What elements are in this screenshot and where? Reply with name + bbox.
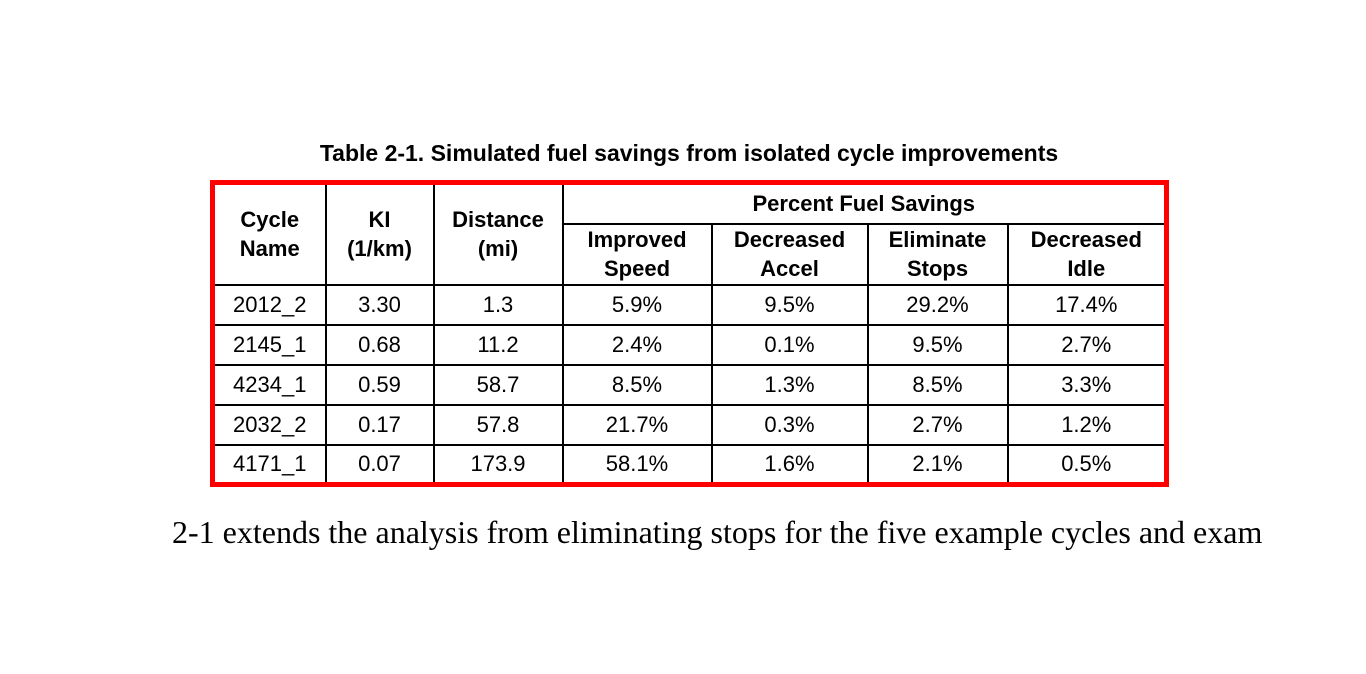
table-row: 2145_1 0.68 11.2 2.4% 0.1% 9.5% 2.7%	[211, 323, 1168, 366]
fuel-savings-table-container: Cycle Name KI (1/km) Distance (mi) Perce…	[210, 180, 1170, 487]
table-caption: Table 2-1. Simulated fuel savings from i…	[319, 140, 1059, 166]
cell-ki: 0.07	[324, 443, 435, 486]
col-header-improved-speed: Improved Speed	[561, 222, 713, 286]
cell-decreased-accel: 0.1%	[710, 323, 869, 366]
cell-cycle-name: 2145_1	[211, 323, 327, 366]
cell-improved-speed: 8.5%	[561, 363, 713, 406]
cell-ki: 0.59	[324, 363, 435, 406]
col-header-distance: Distance (mi)	[432, 181, 564, 286]
cell-distance: 57.8	[432, 403, 564, 446]
cell-improved-speed: 21.7%	[561, 403, 713, 446]
cell-distance: 11.2	[432, 323, 564, 366]
table-row: 2012_2 3.30 1.3 5.9% 9.5% 29.2% 17.4%	[211, 283, 1168, 326]
cell-distance: 58.7	[432, 363, 564, 406]
header-row-group: Cycle Name KI (1/km) Distance (mi) Perce…	[211, 181, 1168, 286]
cell-decreased-idle: 0.5%	[1006, 443, 1168, 486]
cell-decreased-accel: 9.5%	[710, 283, 869, 326]
col-header-decreased-idle: Decreased Idle	[1006, 222, 1168, 286]
cell-decreased-accel: 1.6%	[710, 443, 869, 486]
cell-decreased-idle: 3.3%	[1006, 363, 1168, 406]
cell-ki: 0.68	[324, 323, 435, 366]
cell-improved-speed: 58.1%	[561, 443, 713, 486]
group-header-percent-fuel-savings: Percent Fuel Savings	[561, 181, 1168, 225]
cell-eliminate-stops: 9.5%	[866, 323, 1009, 366]
cell-cycle-name: 2012_2	[211, 283, 327, 326]
cell-improved-speed: 5.9%	[561, 283, 713, 326]
cell-decreased-idle: 2.7%	[1006, 323, 1168, 366]
cell-eliminate-stops: 2.1%	[866, 443, 1009, 486]
cell-cycle-name: 4171_1	[211, 443, 327, 486]
cell-eliminate-stops: 2.7%	[866, 403, 1009, 446]
col-header-decreased-accel: Decreased Accel	[710, 222, 869, 286]
cell-eliminate-stops: 8.5%	[866, 363, 1009, 406]
header-row-sub: Improved Speed Decreased Accel Eliminate…	[213, 222, 1168, 286]
cell-ki: 0.17	[324, 403, 435, 446]
cell-ki: 3.30	[324, 283, 435, 326]
cell-decreased-idle: 1.2%	[1006, 403, 1168, 446]
fuel-savings-table: Cycle Name KI (1/km) Distance (mi) Perce…	[210, 180, 1170, 487]
table-row: 4234_1 0.59 58.7 8.5% 1.3% 8.5% 3.3%	[211, 363, 1168, 406]
cell-cycle-name: 4234_1	[211, 363, 327, 406]
cell-distance: 1.3	[432, 283, 564, 326]
col-header-cycle-name: Cycle Name	[211, 181, 327, 286]
cell-decreased-accel: 1.3%	[710, 363, 869, 406]
table-row: 2032_2 0.17 57.8 21.7% 0.3% 2.7% 1.2%	[211, 403, 1168, 446]
body-text-line: 2-1 extends the analysis from eliminatin…	[172, 514, 1263, 550]
cell-distance: 173.9	[432, 443, 564, 486]
col-header-ki: KI (1/km)	[324, 181, 435, 286]
cell-decreased-idle: 17.4%	[1006, 283, 1168, 326]
cell-improved-speed: 2.4%	[561, 323, 713, 366]
table-row: 4171_1 0.07 173.9 58.1% 1.6% 2.1% 0.5%	[211, 443, 1168, 486]
cell-cycle-name: 2032_2	[211, 403, 327, 446]
cell-eliminate-stops: 29.2%	[866, 283, 1009, 326]
col-header-eliminate-stops: Eliminate Stops	[866, 222, 1009, 286]
cell-decreased-accel: 0.3%	[710, 403, 869, 446]
